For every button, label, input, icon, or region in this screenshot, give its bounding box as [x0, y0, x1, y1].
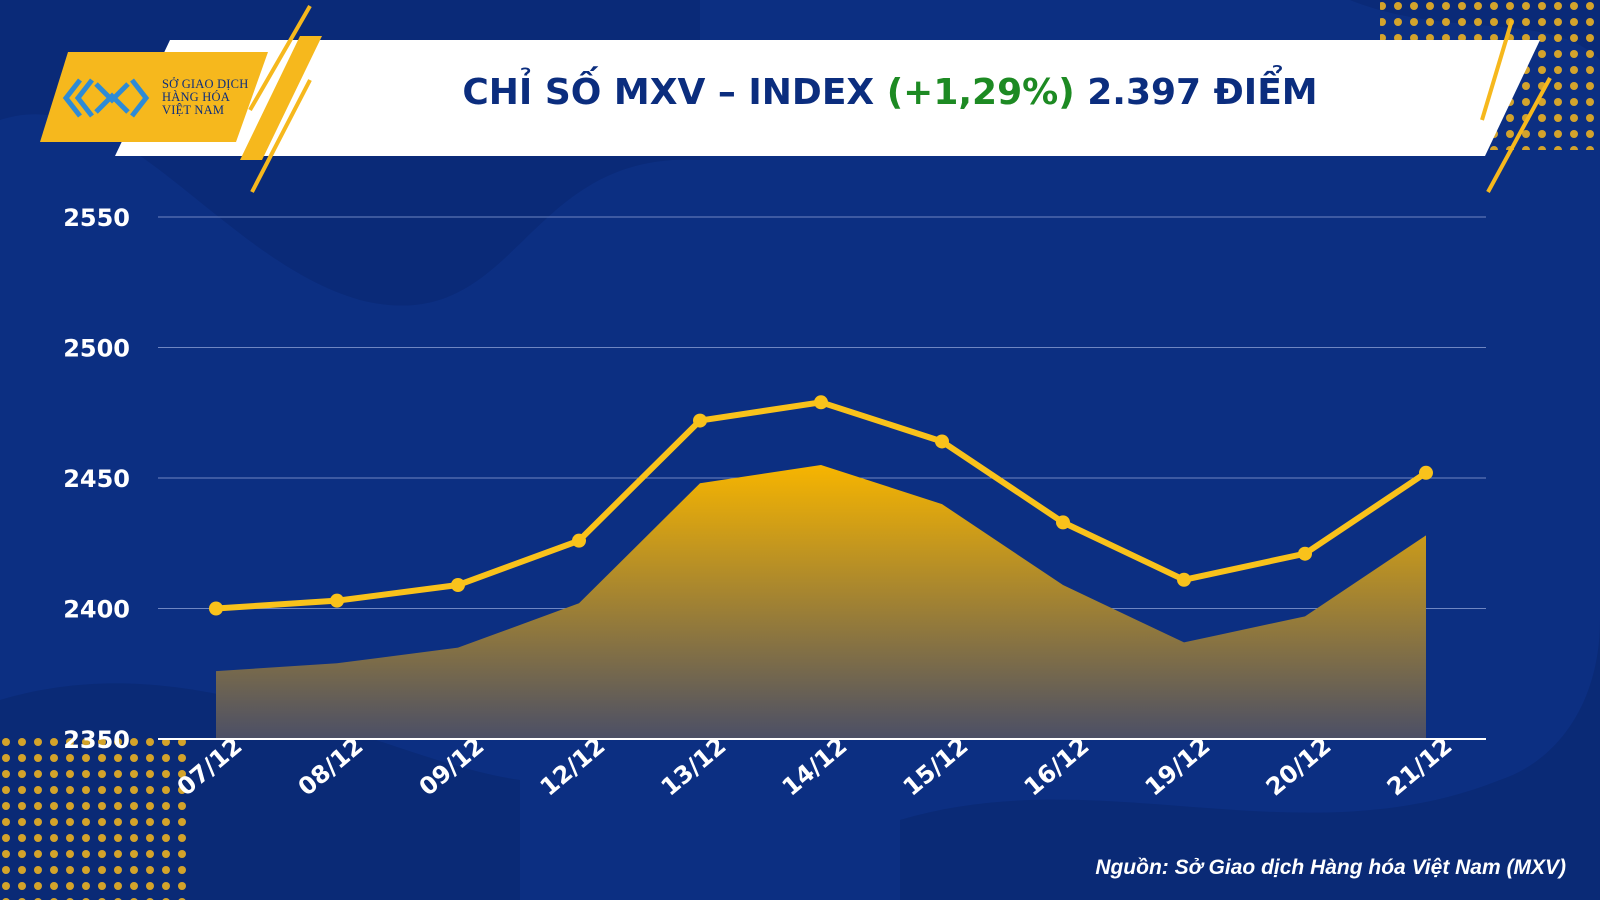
x-tick-label: 21/12	[1382, 731, 1458, 801]
brand-line-2: HÀNG HÓA	[162, 90, 230, 104]
data-point	[1298, 546, 1312, 561]
y-tick-label: 2450	[63, 465, 130, 493]
data-point	[209, 601, 223, 616]
y-tick-label: 2500	[63, 335, 130, 363]
x-tick-label: 12/12	[535, 731, 611, 801]
x-tick-label: 13/12	[656, 731, 732, 801]
data-point	[935, 434, 949, 449]
mxv-logo-icon	[62, 78, 150, 118]
title-main: CHỈ SỐ MXV – INDEX	[462, 72, 875, 113]
brand-name: SỞ GIAO DỊCH HÀNG HÓA VIỆT NAM	[162, 78, 248, 117]
data-point	[1056, 515, 1070, 530]
x-tick-label: 20/12	[1261, 731, 1337, 801]
x-tick-label: 08/12	[293, 731, 369, 801]
x-tick-label: 16/12	[1019, 731, 1095, 801]
title-value: 2.397 ĐIỂM	[1087, 72, 1318, 113]
brand-line-1: SỞ GIAO DỊCH	[162, 77, 249, 91]
brand-line-3: VIỆT NAM	[162, 103, 225, 117]
title-change: (+1,29%)	[886, 72, 1075, 113]
data-point	[330, 593, 344, 608]
data-point	[814, 395, 828, 410]
y-tick-labels: 2350 2400 2450 2500 2550	[63, 204, 130, 754]
x-tick-labels: 07/12 08/12 09/12 12/12 13/12 14/12 15/12 16/12…	[172, 731, 1458, 801]
data-point	[572, 533, 586, 548]
y-tick-label: 2350	[63, 726, 130, 754]
x-tick-label: 07/12	[172, 731, 248, 801]
x-tick-label: 15/12	[898, 731, 974, 801]
data-points	[209, 395, 1433, 616]
x-tick-label: 14/12	[777, 731, 853, 801]
data-point	[693, 413, 707, 428]
chart-title: CHỈ SỐ MXV – INDEX (+1,29%) 2.397 ĐIỂM	[330, 72, 1450, 113]
y-tick-label: 2400	[63, 596, 130, 624]
data-point	[1419, 465, 1433, 480]
y-tick-label: 2550	[63, 204, 130, 232]
area-fill	[216, 464, 1426, 739]
source-note: Nguồn: Sở Giao dịch Hàng hóa Việt Nam (M…	[1095, 856, 1566, 879]
data-point	[1177, 572, 1191, 587]
x-tick-label: 09/12	[414, 731, 490, 801]
x-tick-label: 19/12	[1140, 731, 1216, 801]
header-banner	[40, 5, 1552, 193]
data-point	[451, 578, 465, 593]
